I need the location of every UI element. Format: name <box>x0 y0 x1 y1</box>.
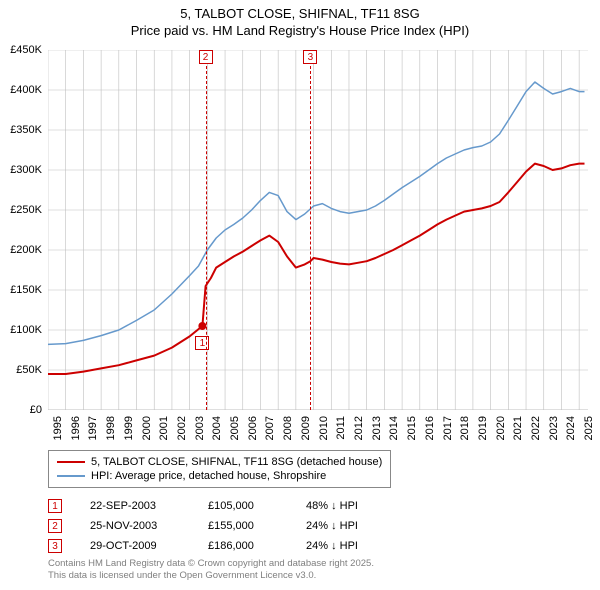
chart-area: £0£50K£100K£150K£200K£250K£300K£350K£400… <box>48 50 588 410</box>
title-block: 5, TALBOT CLOSE, SHIFNAL, TF11 8SG Price… <box>0 0 600 40</box>
y-tick-label: £450K <box>10 44 42 56</box>
x-tick-label: 2005 <box>229 416 241 440</box>
x-tick-label: 2024 <box>565 416 577 440</box>
footer: Contains HM Land Registry data © Crown c… <box>48 558 374 582</box>
title-line1: 5, TALBOT CLOSE, SHIFNAL, TF11 8SG <box>0 6 600 23</box>
x-tick-label: 2025 <box>583 416 595 440</box>
x-tick-label: 1997 <box>87 416 99 440</box>
x-tick-label: 2013 <box>371 416 383 440</box>
legend-label: 5, TALBOT CLOSE, SHIFNAL, TF11 8SG (deta… <box>91 456 382 468</box>
y-tick-label: £400K <box>10 84 42 96</box>
x-tick-label: 2017 <box>442 416 454 440</box>
legend-item: 5, TALBOT CLOSE, SHIFNAL, TF11 8SG (deta… <box>57 455 382 469</box>
x-tick-label: 2003 <box>194 416 206 440</box>
tx-delta: 48% ↓ HPI <box>306 500 406 512</box>
table-row: 3 29-OCT-2009 £186,000 24% ↓ HPI <box>48 536 406 556</box>
tx-marker-icon: 3 <box>48 539 62 553</box>
x-tick-label: 2015 <box>406 416 418 440</box>
chart-marker-icon: 1 <box>195 336 209 350</box>
x-tick-label: 1995 <box>52 416 64 440</box>
legend-swatch <box>57 475 85 477</box>
x-tick-label: 2021 <box>512 416 524 440</box>
chart-marker-icon: 3 <box>303 50 317 64</box>
x-tick-label: 2011 <box>335 416 347 440</box>
legend: 5, TALBOT CLOSE, SHIFNAL, TF11 8SG (deta… <box>48 450 391 488</box>
x-tick-label: 2020 <box>495 416 507 440</box>
tx-price: £105,000 <box>208 500 288 512</box>
chart-marker-icon: 2 <box>199 50 213 64</box>
table-row: 1 22-SEP-2003 £105,000 48% ↓ HPI <box>48 496 406 516</box>
x-tick-label: 2000 <box>141 416 153 440</box>
y-tick-label: £200K <box>10 244 42 256</box>
transactions-table: 1 22-SEP-2003 £105,000 48% ↓ HPI 2 25-NO… <box>48 496 406 556</box>
x-tick-label: 2023 <box>548 416 560 440</box>
tx-marker-icon: 2 <box>48 519 62 533</box>
y-tick-label: £50K <box>16 364 42 376</box>
title-line2: Price paid vs. HM Land Registry's House … <box>0 23 600 40</box>
x-tick-label: 2004 <box>211 416 223 440</box>
tx-delta: 24% ↓ HPI <box>306 520 406 532</box>
legend-label: HPI: Average price, detached house, Shro… <box>91 470 326 482</box>
footer-line1: Contains HM Land Registry data © Crown c… <box>48 558 374 570</box>
table-row: 2 25-NOV-2003 £155,000 24% ↓ HPI <box>48 516 406 536</box>
x-tick-label: 2010 <box>318 416 330 440</box>
tx-date: 25-NOV-2003 <box>90 520 190 532</box>
tx-price: £186,000 <box>208 540 288 552</box>
x-tick-label: 2009 <box>300 416 312 440</box>
y-tick-label: £150K <box>10 284 42 296</box>
x-tick-label: 2002 <box>176 416 188 440</box>
tx-delta: 24% ↓ HPI <box>306 540 406 552</box>
x-tick-label: 2016 <box>424 416 436 440</box>
legend-swatch <box>57 461 85 464</box>
tx-date: 29-OCT-2009 <box>90 540 190 552</box>
x-tick-label: 2022 <box>530 416 542 440</box>
x-tick-label: 2008 <box>282 416 294 440</box>
y-tick-label: £300K <box>10 164 42 176</box>
chart-marker-line <box>206 66 207 410</box>
y-tick-label: £350K <box>10 124 42 136</box>
chart-container: 5, TALBOT CLOSE, SHIFNAL, TF11 8SG Price… <box>0 0 600 590</box>
x-tick-label: 2012 <box>353 416 365 440</box>
x-tick-label: 2001 <box>158 416 170 440</box>
x-tick-label: 1999 <box>123 416 135 440</box>
legend-item: HPI: Average price, detached house, Shro… <box>57 469 382 483</box>
y-tick-label: £250K <box>10 204 42 216</box>
chart-marker-line <box>310 66 311 410</box>
x-tick-label: 2018 <box>459 416 471 440</box>
tx-price: £155,000 <box>208 520 288 532</box>
y-tick-label: £100K <box>10 324 42 336</box>
x-tick-label: 1998 <box>105 416 117 440</box>
x-tick-label: 2019 <box>477 416 489 440</box>
footer-line2: This data is licensed under the Open Gov… <box>48 570 374 582</box>
y-tick-label: £0 <box>30 404 42 416</box>
tx-marker-icon: 1 <box>48 499 62 513</box>
x-tick-label: 2006 <box>247 416 259 440</box>
x-tick-label: 2007 <box>264 416 276 440</box>
x-tick-label: 2014 <box>388 416 400 440</box>
plot-svg <box>48 50 588 410</box>
tx-date: 22-SEP-2003 <box>90 500 190 512</box>
x-tick-label: 1996 <box>70 416 82 440</box>
